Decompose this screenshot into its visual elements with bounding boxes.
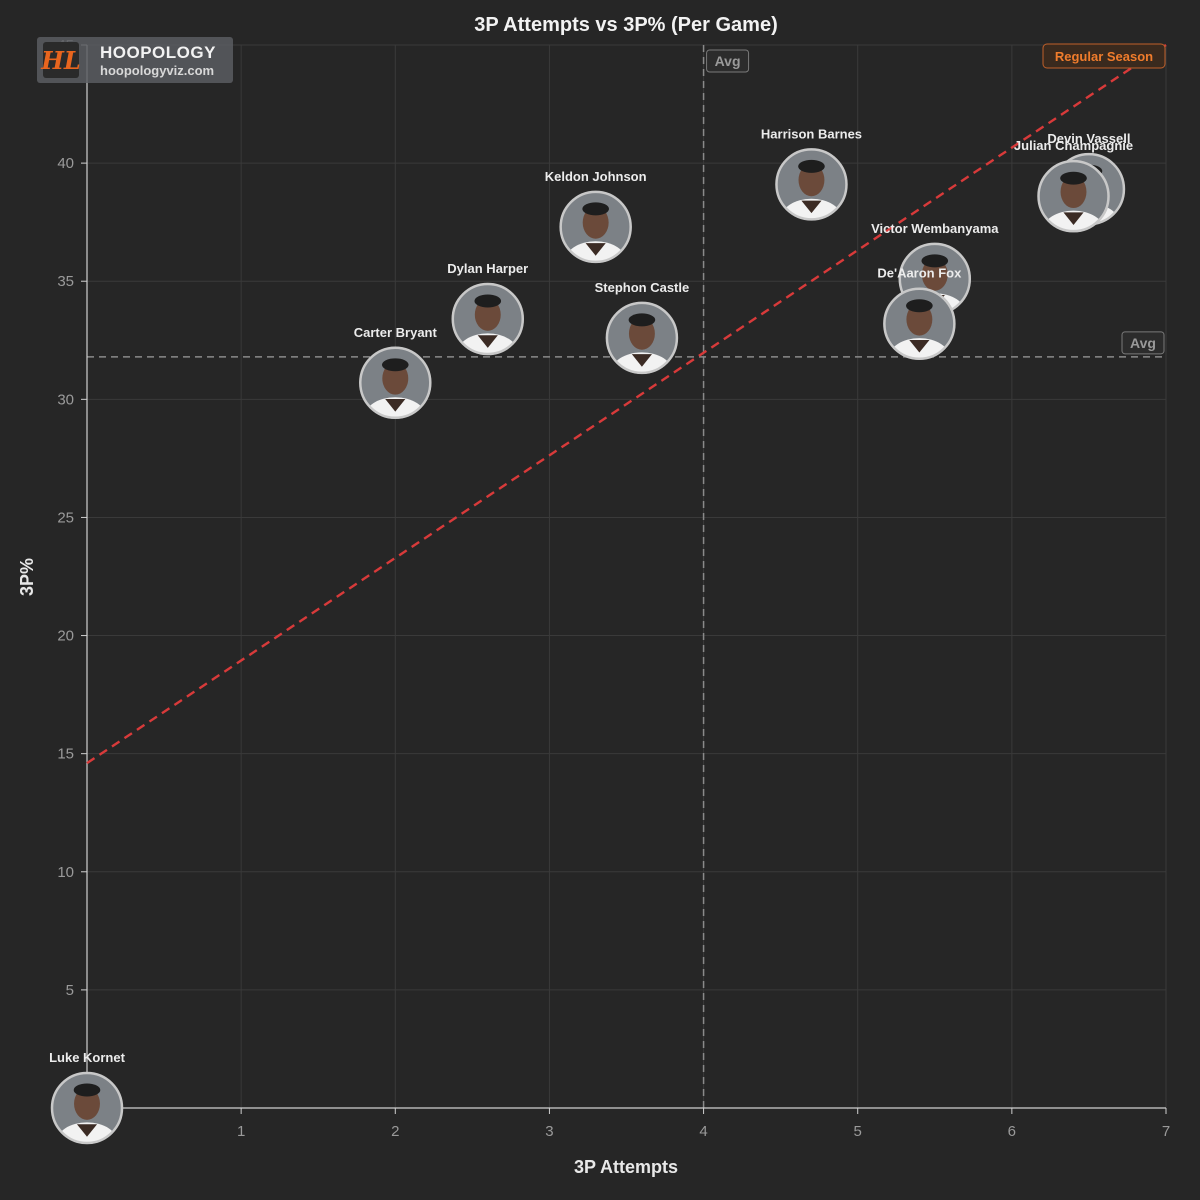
player-name-stephon-castle: Stephon Castle — [595, 280, 690, 295]
logo-mark-icon: HL — [40, 46, 81, 75]
logo-mark-box — [43, 42, 79, 78]
data-point-luke-kornet[interactable]: Luke Kornet — [49, 1050, 126, 1162]
avatar-ring — [451, 282, 525, 356]
x-axis-title: 3P Attempts — [574, 1157, 678, 1177]
data-points: Luke Kornet Carter Bryant Dylan Harper Keld… — [49, 126, 1133, 1162]
avatar-neck — [477, 335, 498, 348]
avatar-ring — [883, 287, 956, 360]
trendline — [86, 44, 1167, 765]
player-name-carter-bryant: Carter Bryant — [354, 325, 438, 340]
player-name-keldon-johnson: Keldon Johnson — [545, 169, 647, 184]
logo-title: HOOPOLOGY — [100, 43, 216, 62]
y-tick-label: 40 — [57, 155, 74, 172]
avatar-ring — [359, 346, 432, 420]
x-tick-label: 6 — [1008, 1123, 1016, 1140]
average-lines: Avg Avg — [87, 45, 1166, 1108]
y-tick-label: 25 — [57, 509, 74, 526]
y-tick-label: 35 — [57, 273, 74, 290]
y-tick-label: 5 — [66, 982, 74, 999]
average-x-label-box — [706, 49, 750, 73]
y-tick-label: 30 — [57, 391, 74, 408]
average-y-label-box — [1121, 331, 1165, 355]
avatar-hair — [1060, 171, 1087, 185]
player-name-harrison-barnes: Harrison Barnes — [761, 126, 862, 141]
x-tick-label: 7 — [1162, 1123, 1170, 1140]
average-x-label-text: Avg — [715, 53, 741, 69]
average-x-label: Avg — [706, 49, 750, 73]
trendline-layer — [86, 44, 1167, 765]
chart-title: 3P Attempts vs 3P% (Per Game) — [474, 14, 777, 36]
avatar-ring — [559, 190, 632, 264]
x-tick-label: 3 — [545, 1123, 553, 1140]
axes: 1234567051015202530354045 — [57, 37, 1170, 1140]
avatar-hair — [906, 299, 933, 313]
avatar-hair — [73, 1083, 101, 1097]
data-point-carter-bryant[interactable]: Carter Bryant — [354, 325, 438, 437]
avatar-hair — [628, 313, 656, 327]
avatar-ring — [50, 1071, 124, 1145]
avatar-neck — [631, 354, 652, 367]
data-point-harrison-barnes[interactable]: Harrison Barnes — [761, 126, 862, 238]
avatar-neck — [76, 1124, 98, 1137]
x-tick-label: 1 — [237, 1123, 245, 1140]
avatar-hair — [582, 202, 609, 216]
season-badge[interactable]: Regular Season — [1042, 43, 1166, 69]
x-tick-label: 4 — [699, 1123, 707, 1140]
avatar-ring — [1037, 159, 1110, 233]
y-tick-label: 10 — [57, 864, 74, 881]
avatar-neck — [585, 243, 606, 256]
data-point-dylan-harper[interactable]: Dylan Harper — [447, 261, 528, 373]
player-name-victor-wembanyama: Victor Wembanyama — [871, 221, 999, 236]
data-point-stephon-castle[interactable]: Stephon Castle — [595, 280, 690, 392]
x-tick-label: 5 — [854, 1123, 862, 1140]
player-name-devin-vassell: Devin Vassell — [1047, 131, 1130, 146]
avatar-neck — [909, 339, 930, 353]
player-name-luke-kornet: Luke Kornet — [49, 1050, 126, 1065]
average-y-label-text: Avg — [1130, 335, 1156, 351]
avatar-hair — [474, 294, 502, 308]
data-point-de-aaron-fox[interactable]: De'Aaron Fox — [877, 266, 962, 378]
data-point-keldon-johnson[interactable]: Keldon Johnson — [545, 169, 647, 281]
avatar-hair — [921, 254, 949, 268]
y-tick-label: 15 — [57, 746, 74, 763]
avatar-hair — [798, 159, 825, 173]
average-y-label: Avg — [1121, 331, 1165, 355]
x-tick-label: 2 — [391, 1123, 399, 1140]
y-axis-title: 3P% — [17, 558, 37, 596]
season-badge-box — [1042, 43, 1166, 69]
player-name-de-aaron-fox: De'Aaron Fox — [877, 266, 962, 281]
player-name-julian-champagnie: Julian Champagnie — [1014, 138, 1133, 153]
avatar-hair — [381, 358, 409, 372]
avatar-ring — [605, 301, 679, 375]
avatar-ring — [775, 148, 848, 221]
avatar-neck — [801, 200, 822, 214]
y-tick-label: 20 — [57, 628, 74, 645]
logo-background — [37, 37, 233, 83]
season-badge-label: Regular Season — [1055, 49, 1153, 64]
data-point-julian-champagnie[interactable]: Julian Champagnie — [1014, 138, 1133, 250]
player-name-dylan-harper: Dylan Harper — [447, 261, 528, 276]
logo-site: hoopologyviz.com — [100, 63, 214, 78]
hoopology-logo[interactable]: HL HOOPOLOGY hoopologyviz.com — [37, 37, 233, 83]
avatar-neck — [385, 398, 406, 412]
avatar-neck — [1063, 212, 1084, 225]
